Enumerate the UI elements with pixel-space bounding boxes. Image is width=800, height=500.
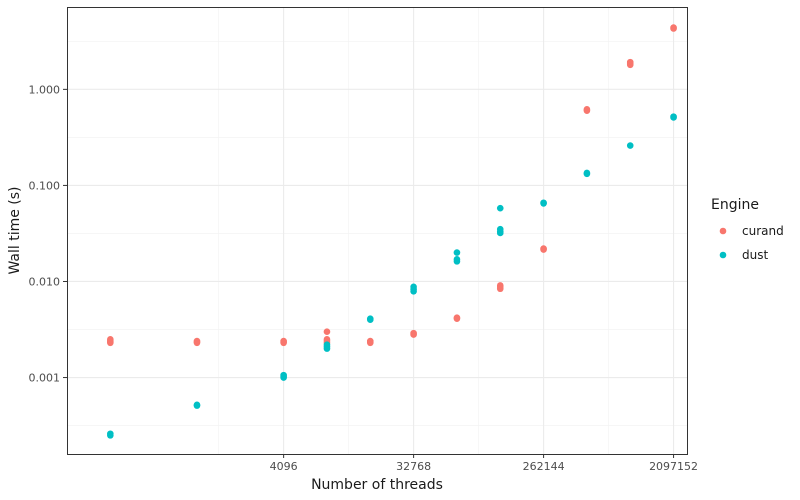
point-dust <box>496 229 504 237</box>
point-dust <box>323 345 331 352</box>
point-dust <box>366 316 374 324</box>
point-curand <box>496 285 504 293</box>
y-axis-ticks: 0.001 0.010 0.100 1.000 <box>29 83 67 385</box>
x-tick-label: 4096 <box>270 460 298 473</box>
point-dust <box>496 204 504 212</box>
point-dust <box>410 288 417 295</box>
legend-label-curand: curand <box>742 224 784 238</box>
point-dust <box>453 258 461 265</box>
point-dust <box>453 249 461 256</box>
panel-background <box>67 7 687 454</box>
x-tick-label: 262144 <box>523 460 565 473</box>
point-dust <box>626 142 634 149</box>
point-curand <box>366 339 374 347</box>
legend-label-dust: dust <box>742 248 768 262</box>
y-tick-label: 0.001 <box>29 372 61 385</box>
point-curand <box>323 328 331 336</box>
x-axis-ticks: 4096 32768 262144 2097152 <box>270 454 698 473</box>
data-points <box>107 24 677 439</box>
y-tick-label: 0.100 <box>29 179 61 192</box>
plot-panel <box>67 7 688 455</box>
point-dust <box>540 200 547 207</box>
point-curand <box>583 107 591 114</box>
panel-border <box>67 7 688 455</box>
legend-items: curand dust <box>719 224 784 262</box>
y-tick-label: 1.000 <box>29 83 61 96</box>
x-axis-title: Number of threads <box>311 477 443 493</box>
point-curand <box>453 315 461 322</box>
point-dust <box>107 432 114 439</box>
point-curand <box>626 61 634 69</box>
point-dust <box>280 374 287 381</box>
y-axis-title: Wall time (s) <box>7 186 23 274</box>
x-tick-label: 2097152 <box>649 460 698 473</box>
point-dust <box>670 114 677 121</box>
legend-key-curand <box>719 227 727 235</box>
point-dust <box>583 170 591 178</box>
point-curand <box>280 339 287 347</box>
legend-title: Engine <box>711 197 759 213</box>
legend-key-dust <box>719 251 727 259</box>
point-curand <box>670 25 677 32</box>
point-curand <box>193 339 201 347</box>
point-curand <box>540 246 547 253</box>
grid-major <box>67 7 687 454</box>
point-dust <box>193 402 201 409</box>
x-tick-label: 32768 <box>396 460 431 473</box>
y-tick-label: 0.010 <box>29 275 61 288</box>
point-curand <box>107 339 114 347</box>
point-curand <box>410 331 417 338</box>
grid-minor <box>67 7 687 454</box>
legend: Engine curand dust <box>711 197 784 262</box>
